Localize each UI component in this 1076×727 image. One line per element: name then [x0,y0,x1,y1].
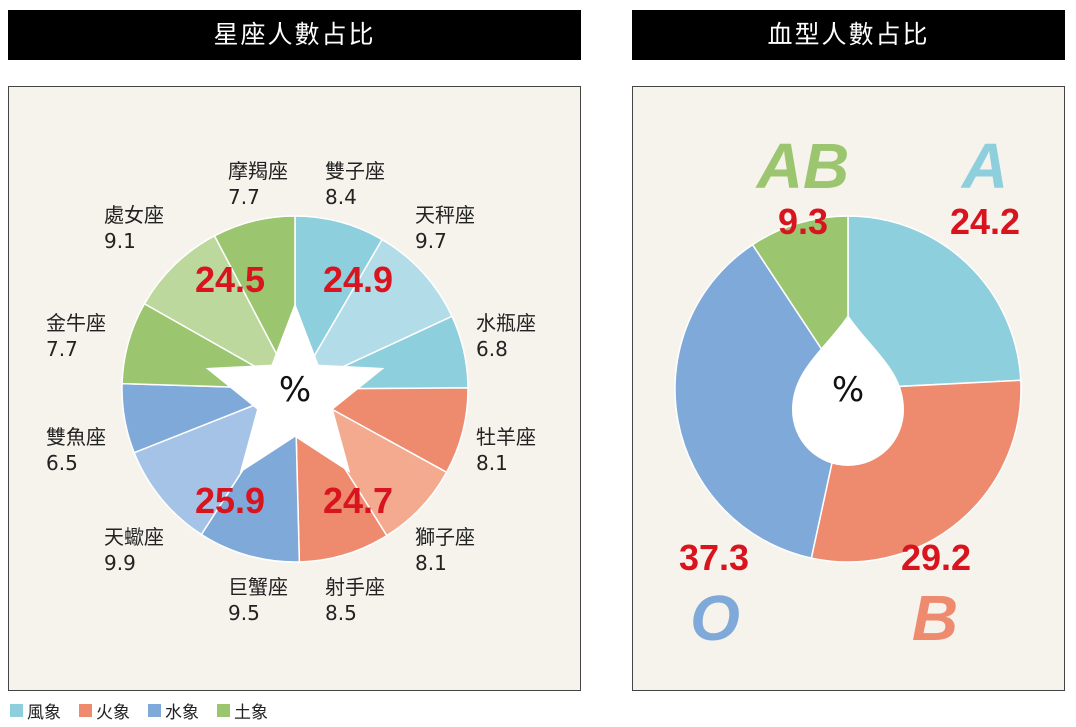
legend-swatch [10,703,23,717]
value-leo: 8.1 [415,551,447,575]
group-total-fire: 24.7 [323,480,393,521]
label-virgo: 處女座 [104,203,164,227]
blood-type-letter-o: O [690,582,740,654]
label-scorpio: 天蠍座 [104,525,164,549]
value-taurus: 7.7 [46,337,78,361]
blood-type-letter-a: A [960,130,1008,202]
legend-swatch [217,703,230,717]
slice-libra [293,238,453,391]
slice-blood-a [847,215,1022,390]
group-total-earth: 24.5 [195,259,265,300]
value-pisces: 6.5 [46,451,78,475]
legend-swatch [79,703,92,717]
value-aquarius: 6.8 [476,337,508,361]
value-virgo: 9.1 [104,229,136,253]
slice-capricorn [213,215,296,390]
label-cancer: 巨蟹座 [228,575,288,599]
value-libra: 9.7 [415,229,447,253]
value-capricorn: 7.7 [228,185,260,209]
center-star-shape [205,303,385,473]
legend-item: 火象 [79,699,130,723]
blood-type-letter-b: B [912,582,958,654]
legend: 風象 火象 水象 土象 [10,699,268,723]
label-pisces: 雙魚座 [46,425,106,449]
center-drop-shape [792,315,904,466]
blood-center-percent-label: % [832,370,864,410]
blood-chart-header: 血型人數占比 [632,10,1065,60]
legend-item: 風象 [10,699,61,723]
label-taurus: 金牛座 [46,311,106,335]
legend-swatch [148,703,161,717]
legend-label: 火象 [96,702,130,723]
label-libra: 天秤座 [415,203,475,227]
group-total-water: 25.9 [195,480,265,521]
zodiac-center-percent-label: % [279,370,311,410]
slice-blood-o [674,243,849,559]
blood-type-value-b: 29.2 [901,537,971,578]
label-capricorn: 摩羯座 [228,159,288,183]
value-scorpio: 9.9 [104,551,136,575]
legend-item: 水象 [148,699,199,723]
zodiac-chart-header: 星座人數占比 [8,10,581,60]
slice-gemini [294,215,384,392]
legend-item: 土象 [217,699,268,723]
value-gemini: 8.4 [325,185,357,209]
slice-virgo [143,234,297,391]
label-gemini: 雙子座 [325,159,385,183]
legend-label: 土象 [234,702,268,723]
value-cancer: 9.5 [228,601,260,625]
blood-type-letter-ab: AB [755,130,849,202]
legend-label: 風象 [27,702,61,723]
group-total-air: 24.9 [323,259,393,300]
blood-type-value-a: 24.2 [950,201,1020,242]
blood-type-value-ab: 9.3 [778,201,828,242]
label-aquarius: 水瓶座 [476,311,536,335]
blood-type-value-o: 37.3 [679,537,749,578]
value-sagittarius: 8.5 [325,601,357,625]
label-sagittarius: 射手座 [325,575,385,599]
slice-aries [292,387,469,474]
label-leo: 獅子座 [415,525,475,549]
value-aries: 8.1 [476,451,508,475]
label-aries: 牡羊座 [476,425,536,449]
legend-label: 水象 [165,702,199,723]
